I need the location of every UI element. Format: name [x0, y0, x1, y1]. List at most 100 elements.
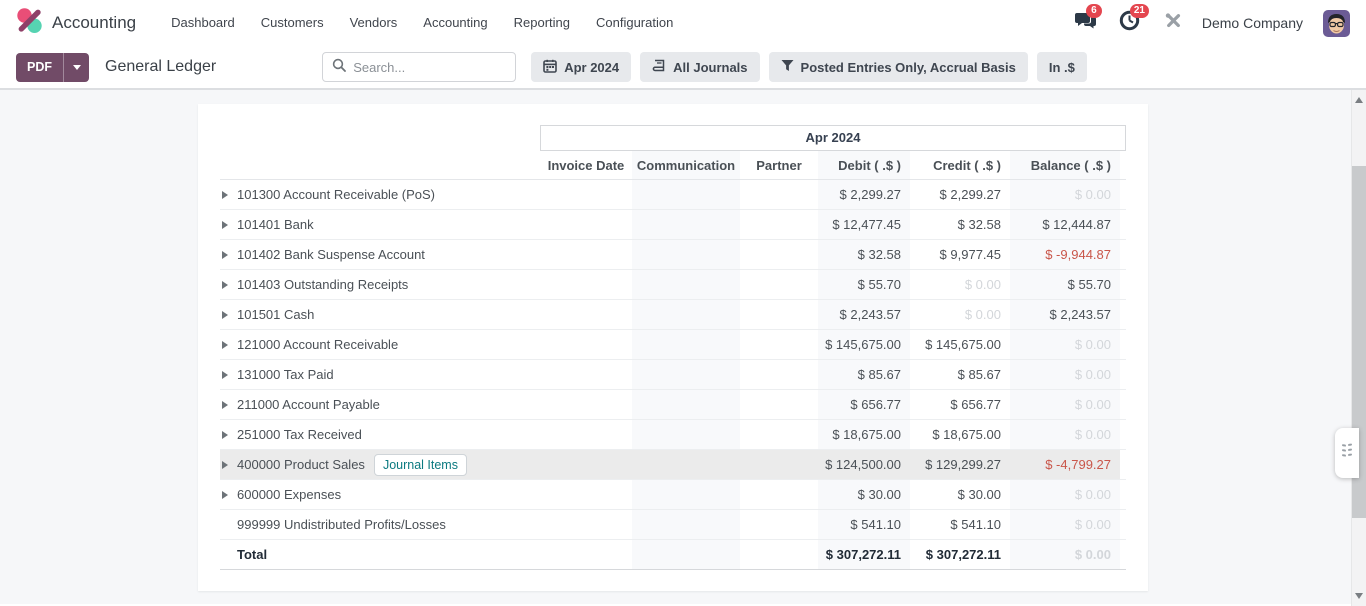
expand-caret-icon[interactable]	[222, 370, 228, 379]
account-name-cell: Total	[220, 540, 540, 569]
communication-cell	[632, 510, 740, 539]
table-row[interactable]: 131000 Tax Paid $ 85.67 $ 85.67 $ 0.00	[220, 360, 1126, 390]
col-header-partner[interactable]: Partner	[756, 157, 802, 173]
app-title: Accounting	[52, 13, 137, 32]
menu-vendors[interactable]: Vendors	[349, 15, 398, 30]
table-row[interactable]: Total $ 307,272.11 $ 307,272.11 $ 0.00	[220, 540, 1126, 570]
credit-cell: $ 0.00	[964, 307, 1001, 322]
expand-caret-icon[interactable]	[222, 280, 228, 289]
menu-configuration[interactable]: Configuration	[596, 15, 674, 30]
vertical-scrollbar[interactable]	[1351, 90, 1366, 606]
account-name: 101402 Bank Suspense Account	[237, 247, 425, 262]
col-header-communication[interactable]: Communication	[632, 151, 740, 179]
account-name-cell: 101403 Outstanding Receipts	[220, 270, 540, 299]
debit-cell: $ 18,675.00	[818, 420, 910, 449]
col-header-credit[interactable]: Credit ( .$ )	[933, 157, 1001, 173]
period-header[interactable]: Apr 2024	[540, 125, 1126, 151]
account-name-cell: 131000 Tax Paid	[220, 360, 540, 389]
balance-cell: $ 0.00	[1010, 330, 1120, 359]
invoice-date-cell	[540, 330, 632, 359]
invoice-date-cell	[540, 180, 632, 209]
balance-cell: $ -9,944.87	[1010, 240, 1120, 269]
expand-caret-icon[interactable]	[222, 190, 228, 199]
balance-cell: $ 0.00	[1010, 420, 1120, 449]
table-row[interactable]: 101403 Outstanding Receipts $ 55.70 $ 0.…	[220, 270, 1126, 300]
app-switcher[interactable]: Accounting	[16, 7, 136, 39]
currency-filter-button[interactable]: In .$	[1036, 52, 1087, 82]
table-row[interactable]: 121000 Account Receivable $ 145,675.00 $…	[220, 330, 1126, 360]
report-sheet: Apr 2024 Invoice Date Communication Part…	[198, 104, 1148, 591]
expand-caret-icon[interactable]	[222, 490, 228, 499]
expand-caret-icon[interactable]	[222, 310, 228, 319]
table-header-row: Invoice Date Communication Partner Debit…	[220, 151, 1126, 180]
options-filter-button[interactable]: Posted Entries Only, Accrual Basis	[768, 52, 1028, 82]
invoice-date-cell	[540, 210, 632, 239]
account-name-cell: 400000 Product Sales Journal Items	[220, 450, 540, 479]
col-header-debit[interactable]: Debit ( .$ )	[818, 151, 910, 179]
table-row[interactable]: 101401 Bank $ 12,477.45 $ 32.58 $ 12,444…	[220, 210, 1126, 240]
table-row[interactable]: 101501 Cash $ 2,243.57 $ 0.00 $ 2,243.57	[220, 300, 1126, 330]
table-row[interactable]: 600000 Expenses $ 30.00 $ 30.00 $ 0.00	[220, 480, 1126, 510]
table-row[interactable]: 101300 Account Receivable (PoS) $ 2,299.…	[220, 180, 1126, 210]
pdf-dropdown-toggle[interactable]	[63, 52, 89, 82]
user-avatar[interactable]	[1323, 9, 1350, 37]
partner-cell	[740, 240, 818, 269]
scroll-up-button[interactable]	[1352, 92, 1366, 108]
messages-button[interactable]: 6	[1074, 4, 1102, 35]
table-row[interactable]: 251000 Tax Received $ 18,675.00 $ 18,675…	[220, 420, 1126, 450]
chevron-down-icon	[72, 64, 81, 70]
expand-caret-icon[interactable]	[222, 400, 228, 409]
account-name-cell: 101501 Cash	[220, 300, 540, 329]
side-panel-handle[interactable]	[1335, 428, 1359, 478]
debit-cell: $ 55.70	[818, 270, 910, 299]
col-header-balance[interactable]: Balance ( .$ )	[1010, 151, 1120, 179]
debit-cell: $ 2,243.57	[818, 300, 910, 329]
debit-cell: $ 124,500.00	[818, 450, 910, 479]
account-name: 131000 Tax Paid	[237, 367, 334, 382]
developer-tools-button[interactable]	[1162, 11, 1186, 35]
tools-icon	[1164, 11, 1183, 35]
partner-cell	[740, 180, 818, 209]
communication-cell	[632, 390, 740, 419]
table-row[interactable]: 101402 Bank Suspense Account $ 32.58 $ 9…	[220, 240, 1126, 270]
journal-items-button[interactable]: Journal Items	[373, 453, 467, 476]
pdf-button[interactable]: PDF	[16, 52, 63, 82]
balance-cell: $ 0.00	[1010, 480, 1120, 509]
scroll-down-button[interactable]	[1352, 588, 1366, 604]
expand-caret-icon[interactable]	[222, 460, 228, 469]
col-header-invoice-date[interactable]: Invoice Date	[547, 157, 625, 173]
invoice-date-cell	[540, 360, 632, 389]
menu-accounting[interactable]: Accounting	[423, 15, 488, 30]
partner-cell	[740, 390, 818, 419]
account-name-cell: 251000 Tax Received	[220, 420, 540, 449]
table-row[interactable]: 400000 Product Sales Journal Items $ 124…	[220, 450, 1126, 480]
account-name-cell: 101401 Bank	[220, 210, 540, 239]
topnav-right: 6 21	[1074, 4, 1350, 37]
triangle-up-icon	[1355, 97, 1363, 103]
journal-icon	[652, 59, 666, 76]
partner-cell	[740, 360, 818, 389]
messages-count-badge: 6	[1085, 4, 1102, 18]
menu-reporting[interactable]: Reporting	[513, 15, 570, 30]
expand-caret-icon[interactable]	[222, 250, 228, 259]
date-filter-button[interactable]: Apr 2024	[531, 52, 632, 82]
balance-cell: $ 0.00	[1010, 360, 1120, 389]
company-name[interactable]: Demo Company	[1201, 15, 1303, 31]
options-filter-label: Posted Entries Only, Accrual Basis	[800, 59, 1016, 75]
journals-filter-button[interactable]: All Journals	[640, 52, 760, 82]
activities-button[interactable]: 21	[1118, 4, 1149, 35]
expand-caret-icon[interactable]	[222, 430, 228, 439]
expand-caret-icon[interactable]	[222, 220, 228, 229]
account-name: 211000 Account Payable	[237, 397, 380, 412]
balance-cell: $ 2,243.57	[1010, 300, 1120, 329]
search-input[interactable]	[353, 59, 507, 75]
menu-dashboard[interactable]: Dashboard	[171, 15, 235, 30]
invoice-date-cell	[540, 390, 632, 419]
invoice-date-cell	[540, 300, 632, 329]
table-row[interactable]: 211000 Account Payable $ 656.77 $ 656.77…	[220, 390, 1126, 420]
table-row[interactable]: 999999 Undistributed Profits/Losses $ 54…	[220, 510, 1126, 540]
balance-cell: $ 0.00	[1010, 390, 1120, 419]
menu-customers[interactable]: Customers	[260, 15, 324, 30]
expand-caret-icon[interactable]	[222, 340, 228, 349]
